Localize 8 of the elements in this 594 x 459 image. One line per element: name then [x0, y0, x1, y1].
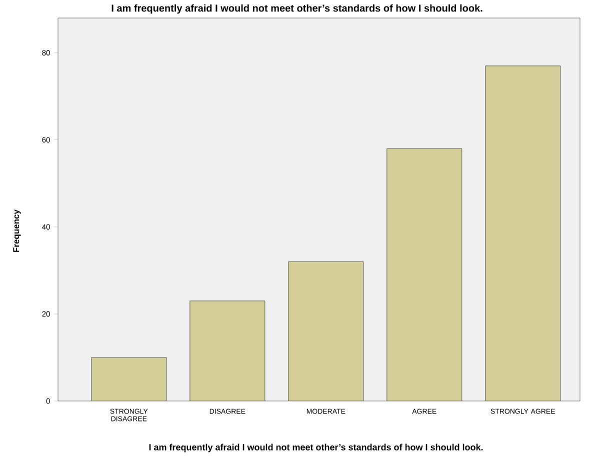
x-axis-title: I am frequently afraid I would not meet other’s standards of how I should look.: [149, 444, 483, 452]
bar: [190, 300, 266, 401]
bar: [386, 148, 462, 401]
y-axis-title: Frequency: [13, 210, 21, 252]
bar: [91, 357, 167, 401]
chart-title: I am frequently afraid I would not meet other’s standards of how I should look.: [112, 4, 482, 14]
bar: [485, 66, 561, 401]
bar: [288, 262, 364, 401]
